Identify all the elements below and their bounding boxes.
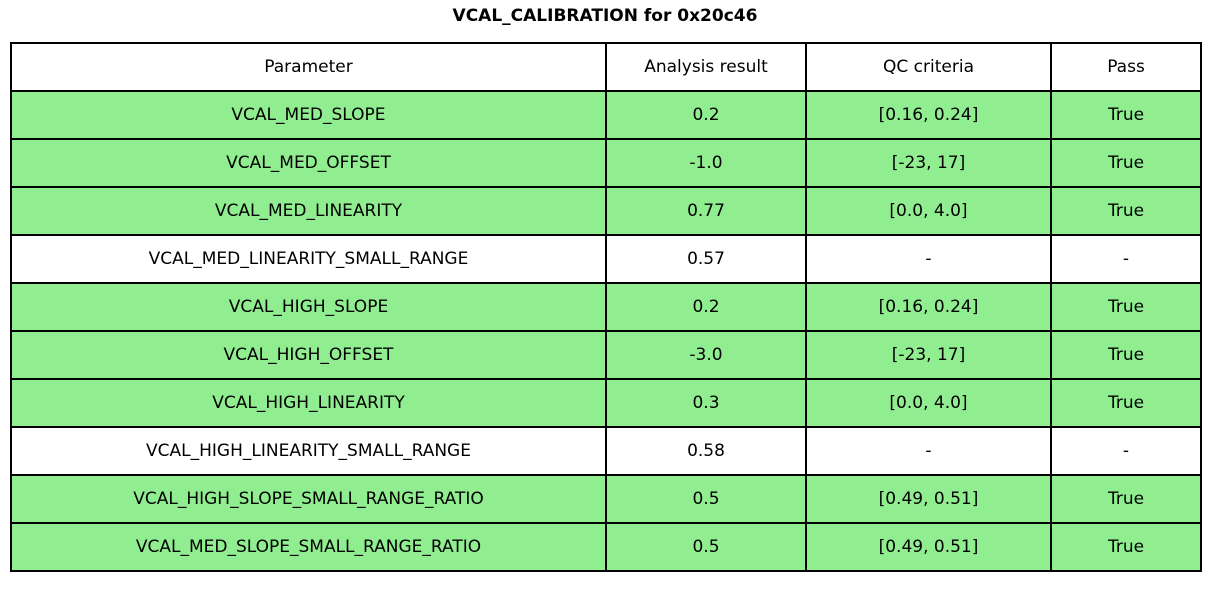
header-row: Parameter Analysis result QC criteria Pa… (10, 42, 1202, 92)
cell-parameter: VCAL_MED_LINEARITY (10, 186, 607, 236)
cell-qc-criteria: [0.49, 0.51] (805, 474, 1052, 524)
cell-parameter: VCAL_HIGH_SLOPE (10, 282, 607, 332)
column-header-analysis-result: Analysis result (605, 42, 807, 92)
cell-analysis-result: 0.77 (605, 186, 807, 236)
cell-qc-criteria: [-23, 17] (805, 138, 1052, 188)
table-row: VCAL_MED_SLOPE_SMALL_RANGE_RATIO 0.5 [0.… (10, 522, 1202, 572)
cell-analysis-result: 0.2 (605, 90, 807, 140)
cell-parameter: VCAL_MED_SLOPE_SMALL_RANGE_RATIO (10, 522, 607, 572)
cell-analysis-result: -3.0 (605, 330, 807, 380)
cell-analysis-result: 0.2 (605, 282, 807, 332)
cell-pass: True (1050, 282, 1202, 332)
cell-qc-criteria: [0.0, 4.0] (805, 378, 1052, 428)
cell-qc-criteria: [0.0, 4.0] (805, 186, 1052, 236)
column-header-qc-criteria: QC criteria (805, 42, 1052, 92)
cell-parameter: VCAL_HIGH_LINEARITY_SMALL_RANGE (10, 426, 607, 476)
cell-qc-criteria: - (805, 234, 1052, 284)
cell-pass: True (1050, 522, 1202, 572)
column-header-pass: Pass (1050, 42, 1202, 92)
cell-pass: - (1050, 426, 1202, 476)
cell-pass: True (1050, 186, 1202, 236)
cell-pass: True (1050, 474, 1202, 524)
cell-pass: True (1050, 378, 1202, 428)
cell-analysis-result: 0.5 (605, 522, 807, 572)
table-row: VCAL_MED_OFFSET -1.0 [-23, 17] True (10, 138, 1202, 188)
table-row: VCAL_MED_SLOPE 0.2 [0.16, 0.24] True (10, 90, 1202, 140)
cell-qc-criteria: [-23, 17] (805, 330, 1052, 380)
cell-pass: True (1050, 90, 1202, 140)
cell-parameter: VCAL_HIGH_OFFSET (10, 330, 607, 380)
table-row: VCAL_MED_LINEARITY_SMALL_RANGE 0.57 - - (10, 234, 1202, 284)
table-row: VCAL_HIGH_OFFSET -3.0 [-23, 17] True (10, 330, 1202, 380)
page-title: VCAL_CALIBRATION for 0x20c46 (452, 6, 758, 26)
cell-pass: - (1050, 234, 1202, 284)
cell-parameter: VCAL_MED_SLOPE (10, 90, 607, 140)
cell-analysis-result: 0.5 (605, 474, 807, 524)
cell-qc-criteria: [0.49, 0.51] (805, 522, 1052, 572)
cell-qc-criteria: [0.16, 0.24] (805, 282, 1052, 332)
column-header-parameter: Parameter (10, 42, 607, 92)
cell-analysis-result: 0.57 (605, 234, 807, 284)
table-row: VCAL_MED_LINEARITY 0.77 [0.0, 4.0] True (10, 186, 1202, 236)
cell-analysis-result: 0.3 (605, 378, 807, 428)
cell-qc-criteria: [0.16, 0.24] (805, 90, 1052, 140)
cell-pass: True (1050, 330, 1202, 380)
cell-parameter: VCAL_MED_LINEARITY_SMALL_RANGE (10, 234, 607, 284)
cell-analysis-result: -1.0 (605, 138, 807, 188)
table-row: VCAL_HIGH_LINEARITY_SMALL_RANGE 0.58 - - (10, 426, 1202, 476)
table-row: VCAL_HIGH_SLOPE_SMALL_RANGE_RATIO 0.5 [0… (10, 474, 1202, 524)
cell-qc-criteria: - (805, 426, 1052, 476)
cell-parameter: VCAL_MED_OFFSET (10, 138, 607, 188)
cell-parameter: VCAL_HIGH_SLOPE_SMALL_RANGE_RATIO (10, 474, 607, 524)
cell-parameter: VCAL_HIGH_LINEARITY (10, 378, 607, 428)
qc-table: Parameter Analysis result QC criteria Pa… (10, 42, 1202, 572)
cell-analysis-result: 0.58 (605, 426, 807, 476)
table-row: VCAL_HIGH_SLOPE 0.2 [0.16, 0.24] True (10, 282, 1202, 332)
cell-pass: True (1050, 138, 1202, 188)
table-row: VCAL_HIGH_LINEARITY 0.3 [0.0, 4.0] True (10, 378, 1202, 428)
